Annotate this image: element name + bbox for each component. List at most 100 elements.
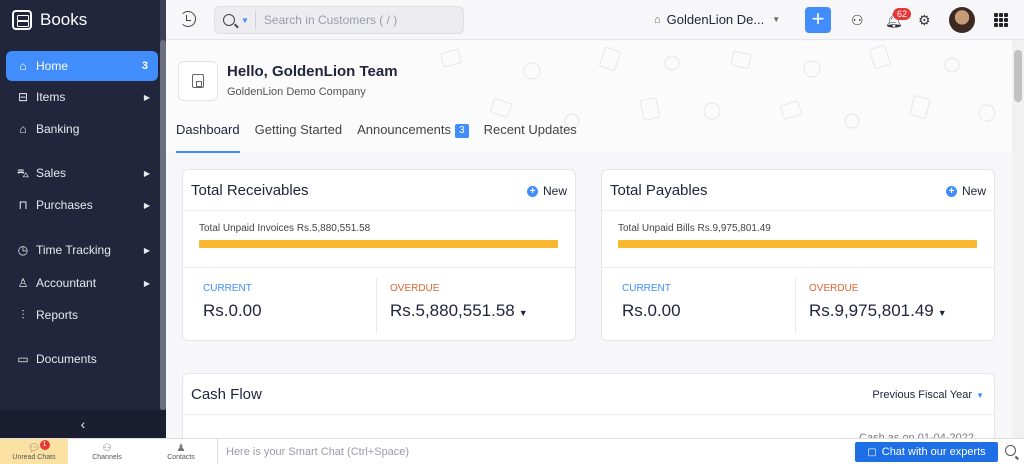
button-label: Chat with our experts [881,446,986,458]
notification-count-badge: 62 [893,8,912,20]
new-bill-button[interactable]: + New [945,184,986,198]
gear-icon[interactable]: ⚙ [918,12,931,28]
current-amount[interactable]: Rs.0.00 [622,301,681,320]
org-switcher-label: GoldenLion De... [666,12,765,27]
tab-getting-started[interactable]: Getting Started [255,121,342,153]
top-header: ▼ ⌂ GoldenLion De... ▼ + ⚇ 🔔︎ 62 ⚙ [166,0,1024,40]
greeting-title: Hello, GoldenLion Team [227,63,398,80]
divider [183,414,994,415]
chevron-right-icon: ▶ [143,168,150,178]
sidebar-item-sales[interactable]: ⛍ Sales ▶ [6,158,158,188]
building-icon [192,74,204,88]
sidebar-scrollbar-thumb[interactable] [160,40,166,410]
tab-label: Getting Started [254,122,343,137]
channels-tab[interactable]: ⚇ Channels [78,439,136,464]
chevron-right-icon: ▶ [143,200,150,210]
tab-label: Unread Chats [12,454,56,461]
sidebar-item-purchases[interactable]: ⊓ Purchases ▶ [6,190,158,220]
search-input[interactable] [254,11,445,29]
divider [795,278,796,334]
new-label: New [542,184,567,198]
plus-circle-icon: + [945,185,957,197]
tab-announcements[interactable]: Announcements 3 [357,121,469,153]
sidebar-item-time-tracking[interactable]: ◷ Time Tracking ▶ [6,235,158,265]
users-icon[interactable]: ⚇ [851,12,864,28]
unpaid-total: Total Unpaid Invoices Rs.5,880,551.58 [199,223,371,234]
sidebar-item-banking[interactable]: ⌂ Banking [6,114,158,144]
card-title: Total Receivables [191,182,309,199]
caret-down-icon: ▼ [518,308,528,318]
timer-icon: ◷ [17,243,29,257]
sidebar-item-documents[interactable]: ▭ Documents [6,344,158,374]
tab-label: Announcements [357,122,452,137]
chevron-left-icon: ‹ [80,416,86,432]
search-icon[interactable] [223,14,235,26]
period-selector[interactable]: Previous Fiscal Year ▼ [872,389,984,401]
search-icon[interactable] [1005,445,1016,456]
period-label: Previous Fiscal Year [872,389,973,401]
sidebar-item-label: Documents [36,352,97,366]
apps-grid-icon[interactable] [994,13,1008,27]
sidebar-item-home[interactable]: ⌂ Home 3 [6,51,158,81]
avatar[interactable] [949,7,975,33]
tab-recent-updates[interactable]: Recent Updates [484,121,577,153]
divider [602,267,994,268]
chevron-down-icon[interactable]: ▼ [241,15,249,25]
org-logo[interactable] [178,61,218,101]
sidebar-item-label: Time Tracking [36,243,111,257]
card-title: Cash Flow [191,386,262,403]
unpaid-total: Total Unpaid Bills Rs.9,975,801.49 [618,223,771,234]
org-name: GoldenLion Demo Company [227,86,366,98]
card-title: Total Payables [610,182,708,199]
tab-label: Channels [92,454,122,461]
dashboard-tabs: Dashboard Getting Started Announcements … [176,121,592,153]
divider [183,210,575,211]
overdue-amount[interactable]: Rs.5,880,551.58 ▼ [390,301,528,321]
welcome-banner: Hello, GoldenLion Team GoldenLion Demo C… [166,41,1012,153]
current-amount[interactable]: Rs.0.00 [203,301,262,320]
history-icon[interactable] [180,11,196,27]
divider [602,210,994,211]
items-icon: ⊟ [17,90,29,104]
chat-icon: ▢ [867,446,877,458]
sidebar-item-reports[interactable]: ⫶ Reports [6,300,158,330]
caret-down-icon: ▼ [937,308,947,318]
sidebar: Books ⌂ Home 3 ⊟ Items ▶ ⌂ Banking ⛍ Sal… [0,0,166,438]
receivables-progress-bar[interactable] [199,240,558,248]
bottom-chat-bar: 💬︎ 1 Unread Chats ⚇ Channels ♟ Contacts H… [0,438,1024,464]
overdue-label: OVERDUE [390,283,440,294]
chat-bubble-icon: 💬︎ 1 [28,440,50,454]
unread-count-badge: 1 [39,440,50,450]
org-switcher[interactable]: ⌂ GoldenLion De... ▼ [654,12,780,27]
reports-icon: ⫶ [21,308,25,322]
plus-circle-icon: + [526,185,538,197]
contacts-tab[interactable]: ♟ Contacts [152,439,210,464]
sidebar-item-accountant[interactable]: ♙ Accountant ▶ [6,268,158,298]
new-invoice-button[interactable]: + New [526,184,567,198]
payables-progress-bar[interactable] [618,240,977,248]
tab-dashboard[interactable]: Dashboard [176,121,240,153]
current-label: CURRENT [622,283,671,294]
overdue-value: Rs.9,975,801.49 [809,301,934,320]
main-scrollbar[interactable] [1012,40,1024,438]
chat-with-experts-button[interactable]: ▢ Chat with our experts [855,442,998,462]
tab-label: Dashboard [176,122,240,137]
sidebar-item-label: Accountant [36,276,97,290]
announcements-count-badge: 3 [455,124,469,138]
overdue-amount[interactable]: Rs.9,975,801.49 ▼ [809,301,947,321]
sidebar-item-items[interactable]: ⊟ Items ▶ [6,82,158,112]
chevron-down-icon: ▼ [772,15,781,24]
payables-card: Total Payables + New Total Unpaid Bills … [601,169,995,341]
search-bar: ▼ [214,6,464,34]
unread-chats-tab[interactable]: 💬︎ 1 Unread Chats [0,439,68,464]
main-scrollbar-thumb[interactable] [1014,50,1022,102]
collapse-sidebar-button[interactable]: ‹ [0,410,166,438]
smart-chat-input[interactable]: Here is your Smart Chat (Ctrl+Space) [217,439,852,464]
chevron-down-icon: ▼ [976,391,984,400]
new-label: New [961,184,986,198]
brand[interactable]: Books [0,0,166,40]
person-icon: ♟ [176,443,186,454]
chevron-right-icon: ▶ [143,245,150,255]
quick-create-button[interactable]: + [805,7,831,33]
receivables-card: Total Receivables + New Total Unpaid Inv… [182,169,576,341]
